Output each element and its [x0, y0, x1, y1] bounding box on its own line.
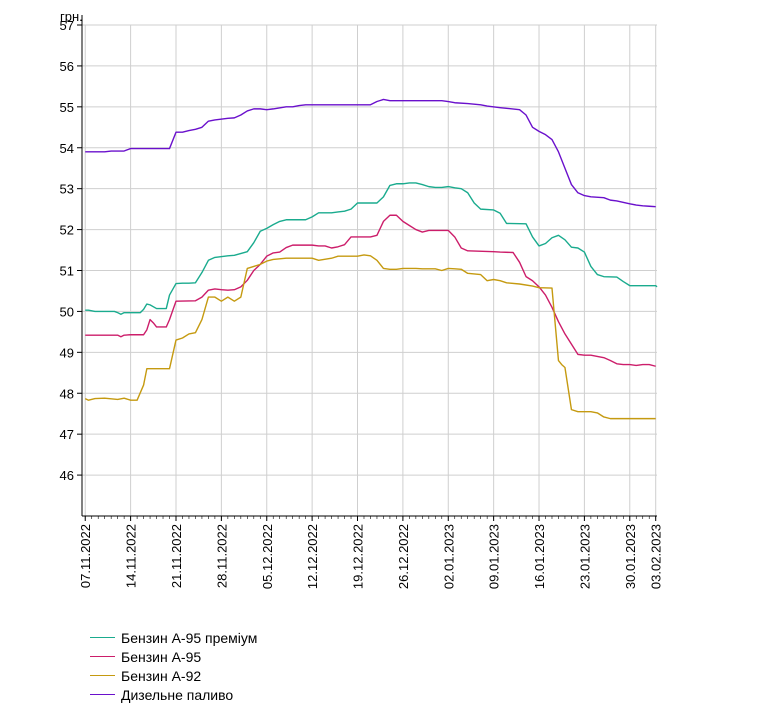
- x-tick-label: 23.01.2023: [577, 524, 592, 589]
- legend-item: Бензин А-92: [90, 666, 257, 685]
- y-tick-label: 54: [60, 141, 74, 156]
- x-axis-ticks: 07.11.2022 14.11.2022 21.11.2022 28.11.2022…: [78, 516, 664, 589]
- y-tick-label: 48: [60, 386, 74, 401]
- y-tick-label: 47: [60, 427, 74, 442]
- x-tick-label: 21.11.2022: [169, 524, 184, 588]
- legend: Бензин А-95 преміум Бензин А-95 Бензин А-9…: [90, 628, 257, 704]
- x-tick-label: 05.12.2022: [260, 524, 275, 589]
- series-line-4: [85, 98, 656, 208]
- legend-label: Бензин А-92: [121, 667, 202, 684]
- y-axis-ticks: 46 47 48 49 50 51 52 53 54 55 56 57: [60, 18, 82, 483]
- x-tick-label: 30.01.2023: [623, 524, 638, 589]
- x-tick-label: 12.12.2022: [305, 524, 320, 589]
- series-line-2: [85, 214, 656, 367]
- series-lines: [84, 98, 658, 420]
- x-tick-label: 16.01.2023: [532, 524, 547, 589]
- y-tick-label: 49: [60, 345, 74, 360]
- y-tick-label: 53: [60, 182, 74, 197]
- x-tick-label: 19.12.2022: [351, 524, 366, 589]
- legend-swatch: [90, 637, 115, 638]
- series-line-1: [85, 182, 658, 315]
- y-tick-label: 57: [60, 18, 74, 33]
- legend-swatch: [90, 694, 115, 695]
- legend-label: Дизельне паливо: [121, 686, 234, 703]
- y-tick-label: 46: [60, 468, 74, 483]
- axes: [81, 15, 657, 517]
- x-tick-label: 02.01.2023: [441, 524, 456, 589]
- x-tick-label: 26.12.2022: [396, 524, 411, 589]
- x-tick-label: 07.11.2022: [78, 524, 93, 588]
- y-tick-label: 55: [60, 100, 74, 115]
- legend-swatch: [90, 675, 115, 676]
- series-line-3: [84, 254, 656, 420]
- y-tick-label: 50: [60, 304, 74, 319]
- x-tick-label: 03.02.2023: [649, 524, 664, 589]
- legend-item: Дизельне паливо: [90, 685, 257, 704]
- legend-label: Бензин А-95: [121, 648, 202, 665]
- y-tick-label: 52: [60, 223, 74, 238]
- legend-item: Бензин А-95 преміум: [90, 628, 257, 647]
- legend-swatch: [90, 656, 115, 657]
- x-tick-label: 14.11.2022: [124, 524, 139, 588]
- y-tick-label: 56: [60, 59, 74, 74]
- y-tick-label: 51: [60, 264, 74, 279]
- x-tick-label: 09.01.2023: [487, 524, 502, 589]
- legend-item: Бензин А-95: [90, 647, 257, 666]
- legend-label: Бензин А-95 преміум: [121, 629, 258, 646]
- x-tick-label: 28.11.2022: [214, 524, 229, 588]
- y-axis-unit-label: грн.: [60, 9, 83, 24]
- grid-lines: [82, 24, 657, 516]
